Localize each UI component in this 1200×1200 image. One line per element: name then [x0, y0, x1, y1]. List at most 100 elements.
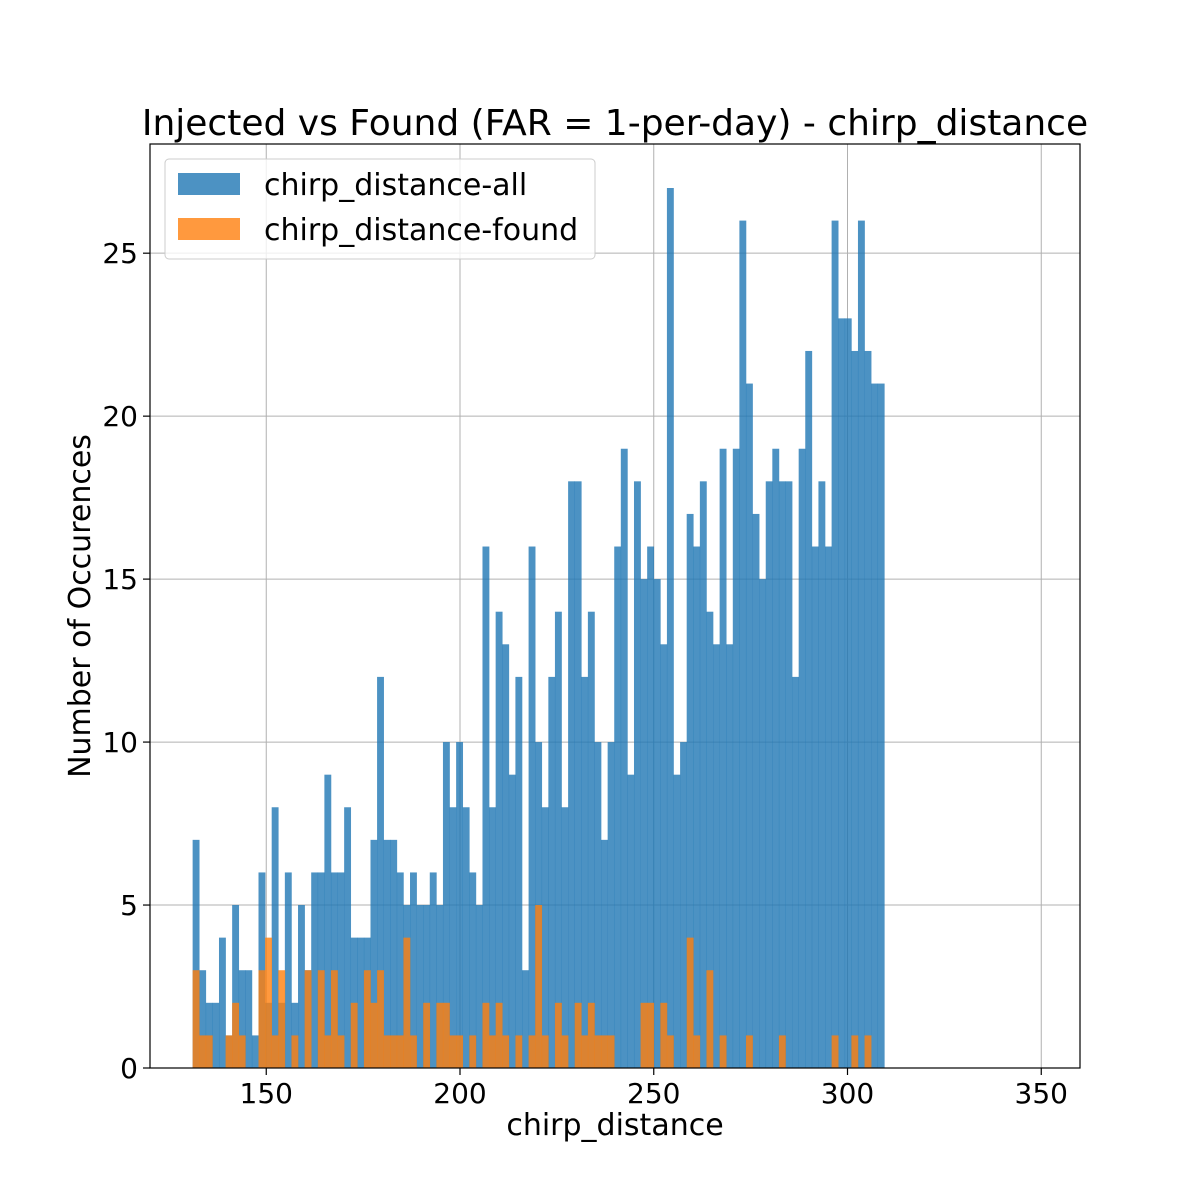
- bar-all: [640, 579, 648, 1068]
- bar-all: [232, 905, 240, 1068]
- bar-all: [251, 1035, 259, 1068]
- bar-found: [745, 1035, 753, 1068]
- y-tick-label: 5: [120, 889, 138, 922]
- bar-all: [515, 676, 523, 1068]
- bar-all: [554, 611, 562, 1068]
- bar-all: [489, 807, 496, 1068]
- bar-all: [541, 807, 549, 1068]
- bar-found: [192, 970, 200, 1068]
- bar-all: [535, 742, 543, 1068]
- bar-all: [798, 448, 806, 1068]
- bar-all: [482, 546, 490, 1068]
- bar-found: [778, 1035, 786, 1068]
- y-tick-label: 10: [102, 726, 138, 759]
- bar-found: [686, 937, 694, 1068]
- y-tick-label: 15: [102, 563, 138, 596]
- bar-found: [370, 1002, 378, 1068]
- bar-found: [515, 1035, 523, 1068]
- y-tick-label: 25: [102, 237, 138, 270]
- bar-found: [423, 1002, 431, 1068]
- bar-found: [851, 1035, 859, 1068]
- bar-all: [732, 448, 740, 1068]
- bar-all: [357, 937, 365, 1068]
- bar-all: [877, 383, 885, 1068]
- bar-all: [713, 644, 720, 1068]
- bar-all: [390, 839, 398, 1068]
- bar-all: [574, 481, 582, 1069]
- bar-all: [522, 970, 529, 1068]
- bar-found: [363, 970, 371, 1068]
- bar-all: [284, 872, 292, 1068]
- legend-label-found: chirp_distance-found: [264, 213, 578, 248]
- bar-all: [805, 350, 813, 1069]
- bar-all: [383, 839, 391, 1068]
- bar-found: [581, 1035, 589, 1068]
- bar-all: [673, 774, 681, 1068]
- bar-all: [726, 644, 734, 1068]
- bar-found: [383, 1035, 391, 1068]
- bar-all: [587, 611, 595, 1068]
- bar-all: [647, 546, 655, 1068]
- x-tick-label: 350: [1015, 1077, 1068, 1110]
- bar-all: [594, 742, 602, 1068]
- bar-found: [225, 1035, 233, 1068]
- bar-all: [686, 513, 694, 1068]
- bar-all: [502, 644, 510, 1068]
- bar-all: [475, 905, 483, 1068]
- bar-found: [719, 1035, 727, 1068]
- bar-all: [410, 872, 417, 1068]
- y-tick-label: 0: [120, 1052, 138, 1085]
- bar-found: [265, 937, 272, 1068]
- bar-all: [699, 481, 707, 1069]
- bar-all: [436, 905, 444, 1068]
- bar-found: [554, 1002, 562, 1068]
- bar-found: [337, 1035, 345, 1068]
- x-tick-label: 200: [433, 1077, 486, 1110]
- bar-found: [232, 1002, 240, 1068]
- bar-all: [548, 676, 556, 1068]
- bar-all: [693, 546, 701, 1068]
- legend-swatch-found: [178, 218, 240, 240]
- bar-all: [396, 872, 404, 1068]
- bar-found: [377, 970, 384, 1068]
- bar-all: [719, 448, 727, 1068]
- bar-all: [614, 546, 622, 1068]
- bar-found: [660, 1002, 668, 1068]
- bar-found: [258, 970, 266, 1068]
- bar-found: [594, 1035, 602, 1068]
- bar-found: [495, 1002, 503, 1068]
- legend-box: [164, 158, 596, 260]
- bar-all: [429, 872, 437, 1068]
- bar-found: [706, 970, 714, 1068]
- bar-all: [245, 970, 253, 1068]
- bar-found: [601, 1035, 608, 1068]
- bar-all: [666, 188, 674, 1068]
- bar-all: [337, 872, 345, 1068]
- bar-all: [291, 1002, 299, 1068]
- bar-found: [410, 1035, 417, 1068]
- bar-all: [442, 742, 450, 1068]
- bar-found: [199, 1035, 207, 1068]
- bar-all: [620, 448, 628, 1068]
- bar-found: [640, 1002, 648, 1068]
- bar-all: [792, 676, 799, 1068]
- bar-all: [449, 807, 457, 1068]
- bar-found: [535, 905, 543, 1068]
- bar-found: [482, 1002, 490, 1068]
- bar-found: [278, 970, 286, 1068]
- legend-label-all: chirp_distance-all: [264, 168, 527, 203]
- bar-found: [574, 1002, 582, 1068]
- bar-all: [785, 481, 793, 1069]
- y-axis-label: Number of Occurences: [63, 434, 98, 778]
- bar-all: [271, 807, 279, 1068]
- bar-all: [627, 774, 635, 1068]
- bar-all: [864, 350, 872, 1069]
- bar-all: [601, 839, 608, 1068]
- bar-all: [238, 970, 246, 1068]
- bar-all: [818, 481, 826, 1069]
- bar-all: [633, 481, 641, 1069]
- bar-all: [205, 1002, 213, 1068]
- bar-all: [495, 611, 503, 1068]
- bar-all: [416, 905, 424, 1068]
